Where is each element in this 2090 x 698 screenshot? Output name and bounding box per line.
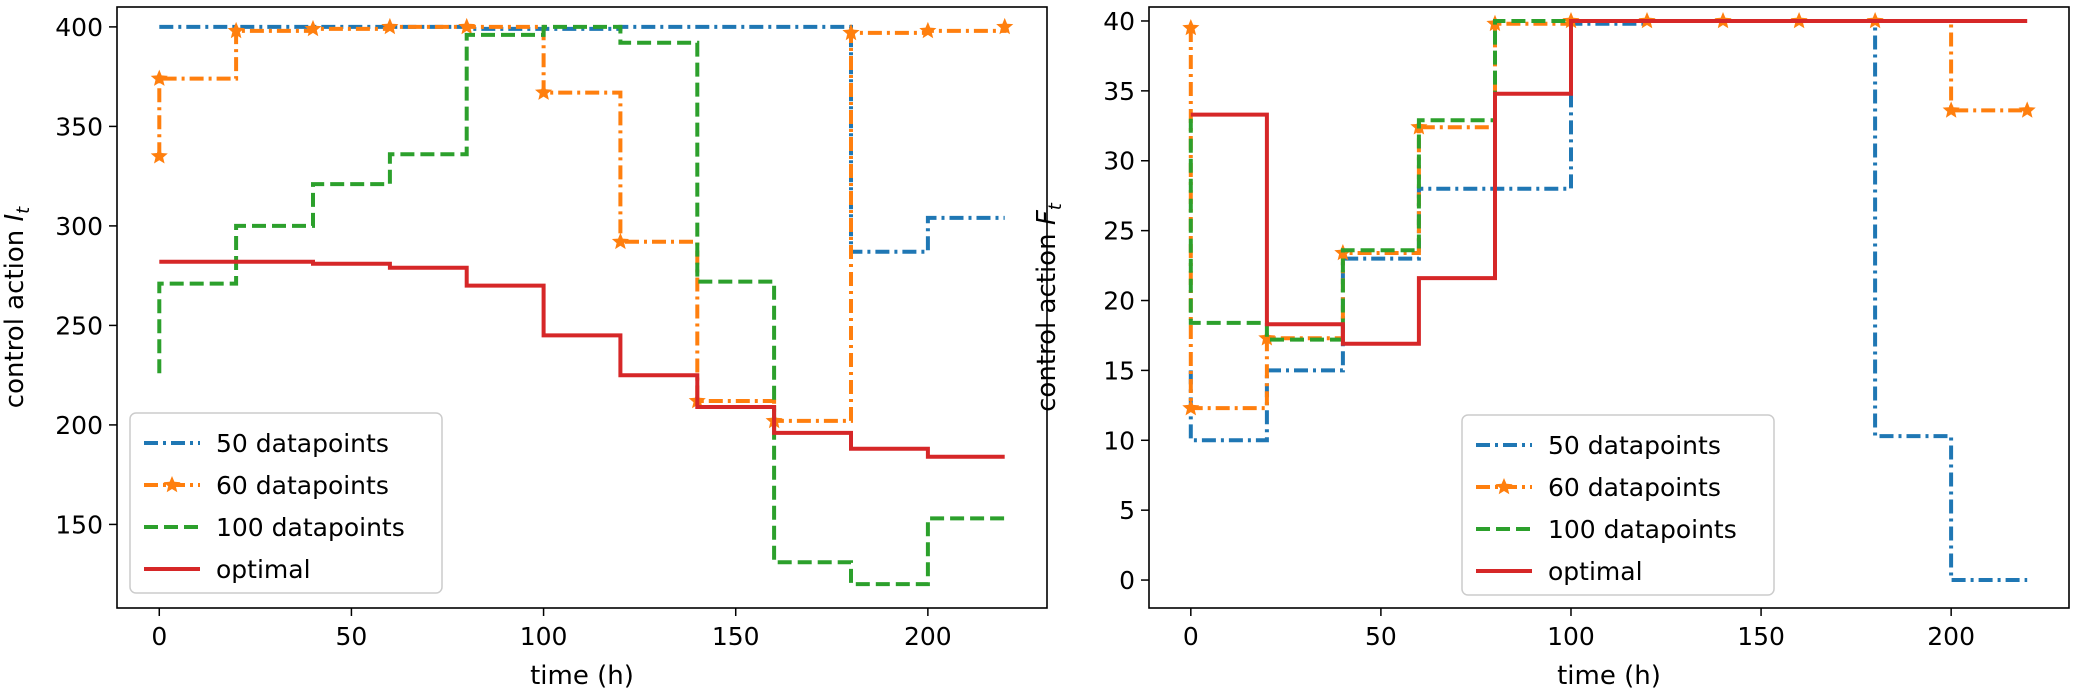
left-x-tick-label-150: 150 [712, 622, 760, 651]
left-series-60-datapoints-point-0 [150, 147, 168, 164]
right-series-50-datapoints-line [1188, 19, 2028, 582]
left-x-tick-label-50: 50 [336, 622, 368, 651]
left-series-60-datapoints-line [157, 24, 1007, 423]
right-series-60-datapoints-point-1 [1182, 399, 1200, 416]
left-y-axis-label: control action It [0, 206, 34, 408]
left-series-60-datapoints-point-3 [304, 19, 322, 37]
left-legend-label-50-datapoints: 50 datapoints [216, 429, 389, 458]
left-series-layer [150, 17, 1014, 587]
right-x-tick-label-0: 0 [1183, 622, 1199, 651]
left-series-50-datapoints-line [159, 24, 1005, 254]
right-x-tick-label-50: 50 [1365, 622, 1397, 651]
left-legend: 50 datapoints 60 datapoints 100 datapoints… [129, 412, 443, 594]
right-series-60-datapoints-point-0 [1182, 19, 1200, 36]
left-x-tick-label-100: 100 [520, 622, 568, 651]
right-series-layer [1182, 12, 2036, 582]
left-series-60-datapoints-point-6 [535, 83, 553, 100]
right-y-tick-label-35: 35 [1103, 77, 1135, 106]
right-series-60-datapoints-line [1188, 19, 2028, 411]
left-legend-label-100-datapoints: 100 datapoints [216, 513, 405, 542]
left-series-optimal-line [159, 259, 1005, 459]
left-series-60-datapoints-point-4 [381, 17, 399, 35]
left-series-60-datapoints-point-1 [150, 69, 168, 86]
right-y-tick-label-10: 10 [1103, 426, 1135, 455]
right-legend-label-optimal: optimal [1548, 557, 1643, 586]
right-y-tick-label-30: 30 [1103, 147, 1135, 176]
right-series-optimal-line [1190, 19, 2028, 346]
left-ticks-layer: 0 50 100 150 200 150 200 250 300 350 400 [55, 13, 951, 651]
left-y-tick-label-300: 300 [55, 212, 103, 241]
left-legend-box [129, 412, 443, 594]
right-legend-label-100-datapoints: 100 datapoints [1548, 515, 1737, 544]
right-y-tick-label-5: 5 [1119, 496, 1135, 525]
right-ticks-layer: 0 50 100 150 200 0 5 10 15 20 25 30 35 40 [1103, 7, 1975, 651]
right-y-tick-label-20: 20 [1103, 287, 1135, 316]
left-series-60-datapoints-point-10 [842, 23, 860, 41]
left-y-tick-label-150: 150 [55, 510, 103, 539]
left-y-axis-label-main: control action [0, 222, 30, 409]
left-series-100-datapoints-line [157, 24, 1005, 587]
right-y-tick-label-25: 25 [1103, 217, 1135, 246]
left-y-tick-label-200: 200 [55, 411, 103, 440]
right-y-tick-label-40: 40 [1103, 7, 1135, 36]
left-series-60-datapoints-point-12 [996, 17, 1014, 35]
left-series-60-datapoints-point-5 [458, 17, 476, 35]
right-y-axis-label-var: F [1032, 209, 1062, 225]
right-legend-box [1461, 414, 1775, 596]
left-y-axis-label-var: I [0, 214, 30, 222]
left-y-tick-label-400: 400 [55, 13, 103, 42]
left-legend-label-optimal: optimal [216, 555, 311, 584]
left-x-axis-label: time (h) [530, 661, 634, 691]
left-y-axis-label-sub: t [13, 206, 34, 214]
right-series-60-datapoints-point-12 [2018, 101, 2036, 118]
right-x-tick-label-200: 200 [1927, 622, 1975, 651]
right-legend-label-60-datapoints: 60 datapoints [1548, 473, 1721, 502]
left-series-60-datapoints-point-2 [227, 21, 245, 39]
left-legend-marker-60-datapoints [163, 476, 181, 493]
right-x-tick-label-150: 150 [1737, 622, 1785, 651]
right-y-axis-label-main: control action [1032, 225, 1062, 412]
right-y-axis-label: control action Ft [1032, 202, 1066, 412]
left-axes-frame [116, 6, 1048, 609]
right-legend-marker-60-datapoints [1495, 478, 1513, 495]
left-series-60-datapoints-point-7 [611, 232, 629, 250]
right-y-axis-label-sub: t [1045, 202, 1066, 210]
right-series-100-datapoints-line [1188, 19, 2028, 342]
left-y-tick-label-250: 250 [55, 311, 103, 340]
left-series-60-datapoints-point-11 [919, 21, 937, 39]
right-series-60-datapoints-point-11 [1942, 101, 1960, 118]
left-x-tick-label-200: 200 [904, 622, 952, 651]
right-legend-label-50-datapoints: 50 datapoints [1548, 431, 1721, 460]
left-legend-label-60-datapoints: 60 datapoints [216, 471, 389, 500]
right-x-axis-label: time (h) [1557, 661, 1661, 691]
right-legend: 50 datapoints 60 datapoints 100 datapoints… [1461, 414, 1775, 596]
left-y-tick-label-350: 350 [55, 112, 103, 141]
right-y-tick-label-15: 15 [1103, 356, 1135, 385]
left-x-tick-label-0: 0 [151, 622, 167, 651]
right-y-tick-label-0: 0 [1119, 566, 1135, 595]
right-x-tick-label-100: 100 [1547, 622, 1595, 651]
chart-panel-right: 0 50 100 150 200 0 5 10 15 20 25 30 35 40 time (h) co… [1032, 6, 2070, 691]
right-axes-frame [1148, 6, 2070, 609]
